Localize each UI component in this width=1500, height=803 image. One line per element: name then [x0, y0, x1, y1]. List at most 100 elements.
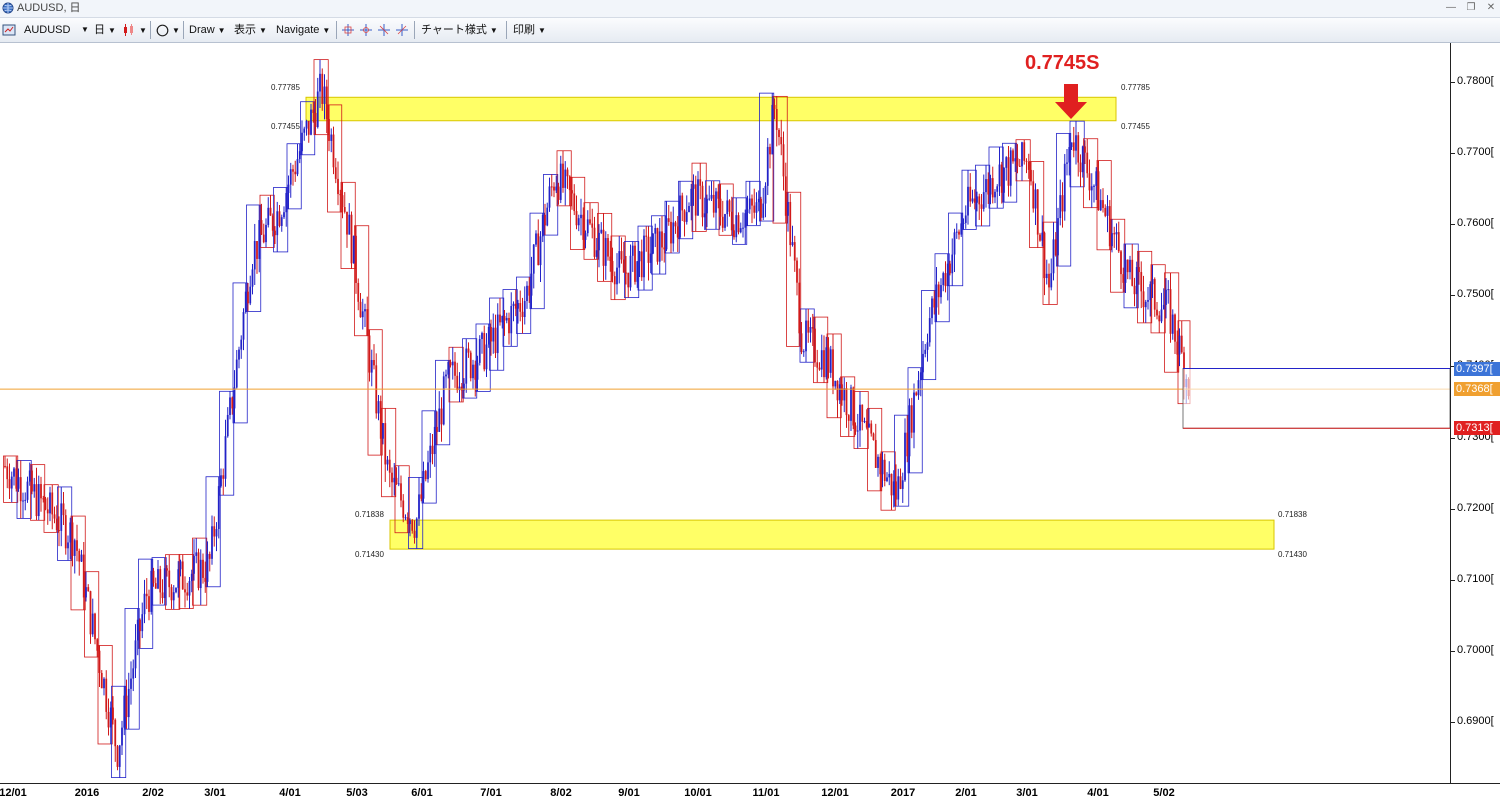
candle-type-selector[interactable]: ▼ — [122, 21, 147, 39]
crosshair-tool-2[interactable] — [359, 21, 373, 39]
candle-body — [330, 134, 333, 141]
shape-tool-selector[interactable]: ▼ — [156, 21, 180, 39]
candle-body — [1086, 152, 1089, 174]
candle-body — [508, 317, 510, 334]
range-box — [718, 183, 734, 236]
candle-body — [332, 134, 335, 168]
price-tick-label: 0.6900[ — [1457, 714, 1494, 727]
chart-window-icon[interactable] — [2, 21, 16, 39]
candle-body — [22, 500, 24, 502]
candle-body — [913, 392, 915, 433]
candle-body — [922, 353, 924, 373]
symbol-selector[interactable]: AUDUSD ▼ — [24, 21, 89, 39]
price-tick-mark — [1451, 82, 1455, 83]
crosshair-tool-1[interactable] — [341, 21, 355, 39]
candle-body — [91, 613, 94, 635]
candle-body — [1142, 291, 1145, 308]
price-tick-label: 0.7100[ — [1457, 572, 1494, 585]
price-axis[interactable]: 0.7800[0.7700[0.7600[0.7500[0.7400[0.730… — [1450, 43, 1500, 783]
candle-body — [847, 415, 850, 421]
chart-style-menu[interactable]: チャート様式 ▼ — [421, 21, 498, 39]
candle-body — [609, 256, 612, 261]
candle-body — [357, 282, 360, 302]
candle-body — [580, 214, 582, 219]
resistance-zone[interactable] — [305, 96, 1117, 122]
candle-body — [123, 695, 126, 728]
candle-body — [206, 553, 209, 582]
range-box — [570, 176, 586, 250]
toolbar-separator — [414, 21, 415, 39]
candle-body — [622, 259, 625, 273]
candle-body — [969, 186, 972, 202]
candle-body — [1122, 274, 1125, 283]
candle-body — [451, 361, 454, 366]
candle-body — [586, 219, 589, 234]
time-tick-label: 12/01 — [0, 787, 27, 799]
candle-body — [244, 291, 247, 313]
candle-body — [793, 242, 796, 261]
range-box — [124, 608, 140, 730]
candle-body — [690, 188, 693, 206]
candle-body — [926, 342, 929, 350]
candle-body — [901, 480, 904, 489]
crosshair-tool-3[interactable] — [377, 21, 391, 39]
candle-body — [798, 282, 801, 334]
candle-body — [861, 404, 864, 422]
range-box — [246, 204, 262, 312]
candle-body — [112, 707, 114, 720]
candle-body — [26, 481, 29, 500]
candle-body — [546, 207, 549, 226]
chart-plot-area[interactable]: 0.77785 0.77455 0.77785 0.77455 0.71838 … — [0, 43, 1450, 783]
restore-icon[interactable]: ❐ — [1466, 2, 1476, 13]
candle-body — [980, 204, 983, 209]
range-box — [43, 484, 59, 533]
candle-body — [310, 109, 312, 135]
candle-body — [312, 109, 315, 113]
candle-body — [256, 241, 258, 259]
candle-body — [296, 159, 299, 175]
candle-body — [566, 169, 569, 177]
candle-body — [665, 218, 668, 250]
navigate-menu[interactable]: Navigate ▼ — [276, 21, 330, 39]
candle-body — [402, 500, 405, 518]
candle-body — [265, 224, 267, 243]
candle-body — [640, 251, 643, 278]
candle-body — [976, 196, 978, 203]
candle-body — [685, 212, 688, 222]
candle-body — [994, 191, 996, 198]
candle-body — [584, 233, 587, 240]
candle-body — [1117, 232, 1120, 252]
candle-body — [1048, 273, 1050, 288]
candle-body — [535, 233, 537, 245]
crosshair-tool-4[interactable] — [395, 21, 409, 39]
candle-body — [355, 235, 357, 283]
print-menu[interactable]: 印刷 ▼ — [513, 21, 546, 39]
candle-body — [906, 432, 909, 457]
range-box — [111, 685, 127, 779]
candle-body — [386, 459, 389, 465]
candle-body — [67, 542, 69, 549]
candle-body — [692, 184, 695, 189]
resistance-upper-label-left: 0.77785 — [271, 83, 300, 93]
candle-body — [276, 211, 279, 236]
candlestick-chart[interactable] — [0, 43, 1450, 783]
candle-body — [319, 73, 321, 92]
candle-body — [1088, 173, 1091, 191]
timeframe-selector[interactable]: 日 ▼ — [94, 21, 116, 39]
support-zone[interactable] — [389, 519, 1275, 550]
symbol-label: AUDUSD — [24, 24, 71, 36]
draw-menu[interactable]: Draw ▼ — [189, 21, 226, 39]
candle-body — [823, 350, 825, 378]
close-icon[interactable]: ✕ — [1486, 2, 1496, 13]
range-box — [826, 333, 842, 419]
price-badge-red: 0.7313[ — [1454, 421, 1500, 436]
candle-body — [850, 387, 852, 421]
symbol-chevron-down-icon: ▼ — [81, 25, 89, 34]
candle-body — [1036, 189, 1039, 235]
candle-body — [1151, 279, 1154, 285]
minimize-icon[interactable]: — — [1446, 2, 1456, 13]
candle-body — [1171, 314, 1174, 334]
candle-body — [825, 347, 828, 378]
display-menu[interactable]: 表示 ▼ — [234, 21, 267, 39]
time-axis[interactable]: 12/01 2016 2/02 3/01 4/01 5/03 6/01 7/01 8/02 9/0… — [0, 783, 1500, 803]
